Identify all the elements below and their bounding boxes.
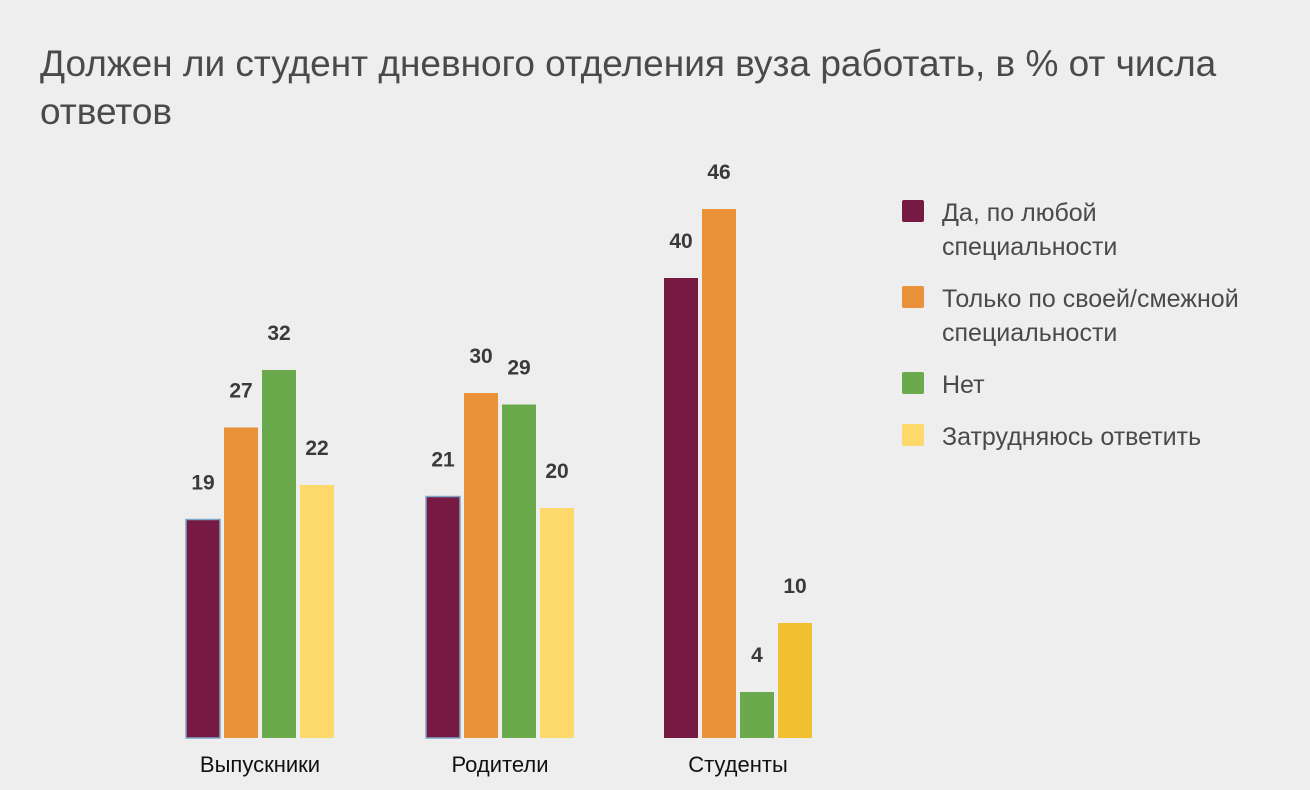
- category-label: Родители: [451, 752, 548, 777]
- category-label: Выпускники: [200, 752, 320, 777]
- bars-layer: [185, 209, 812, 739]
- legend: Да, по любой специальности Только по свое…: [902, 196, 1262, 472]
- bar-value-label: 10: [783, 575, 806, 598]
- chart-title: Должен ли студент дневного отделения вуз…: [40, 43, 1217, 132]
- bar-value-label: 46: [707, 161, 730, 184]
- bar-value-label: 21: [431, 449, 455, 472]
- legend-label: Да, по любой специальности: [942, 199, 1118, 261]
- legend-label: Только по своей/смежной специальности: [942, 285, 1239, 347]
- category-label: Студенты: [688, 752, 788, 777]
- legend-label: Нет: [942, 371, 985, 399]
- bar-value-label: 19: [191, 472, 214, 495]
- legend-swatch: [902, 200, 924, 222]
- bar-1-3: [262, 370, 296, 738]
- bar-2-1: [425, 495, 461, 739]
- bar-value-label: 20: [545, 460, 568, 483]
- legend-swatch: [902, 286, 924, 308]
- legend-swatch: [902, 424, 924, 446]
- bar-2-4: [540, 508, 574, 738]
- bar-2-3: [502, 404, 536, 738]
- legend-item: Затрудняюсь ответить: [902, 420, 1262, 454]
- legend-label: Затрудняюсь ответить: [942, 423, 1202, 451]
- bar-value-label: 4: [751, 644, 763, 667]
- legend-item: Нет: [902, 368, 1262, 402]
- bar-value-label: 30: [469, 345, 492, 368]
- bar-1-2: [224, 427, 258, 738]
- bar-3-1: [664, 278, 698, 738]
- value-labels-layer: 19 27 32 22 21 30 29 20 40 46 4 10: [191, 161, 806, 667]
- bar-3-4: [778, 623, 812, 738]
- bar-value-label: 22: [305, 437, 328, 460]
- legend-item: Да, по любой специальности: [902, 196, 1262, 264]
- bar-value-label: 40: [669, 230, 692, 253]
- bar-value-label: 27: [229, 380, 252, 403]
- bar-value-label: 32: [267, 322, 290, 345]
- bar-3-2: [702, 209, 736, 738]
- bar-value-label: 29: [507, 357, 530, 380]
- category-labels-layer: Выпускники Родители Студенты: [200, 752, 788, 777]
- legend-swatch: [902, 372, 924, 394]
- bar-1-4: [300, 485, 334, 738]
- bar-3-3: [740, 692, 774, 738]
- bar-2-2: [464, 393, 498, 738]
- legend-item: Только по своей/смежной специальности: [902, 282, 1262, 350]
- bar-1-1: [185, 518, 221, 739]
